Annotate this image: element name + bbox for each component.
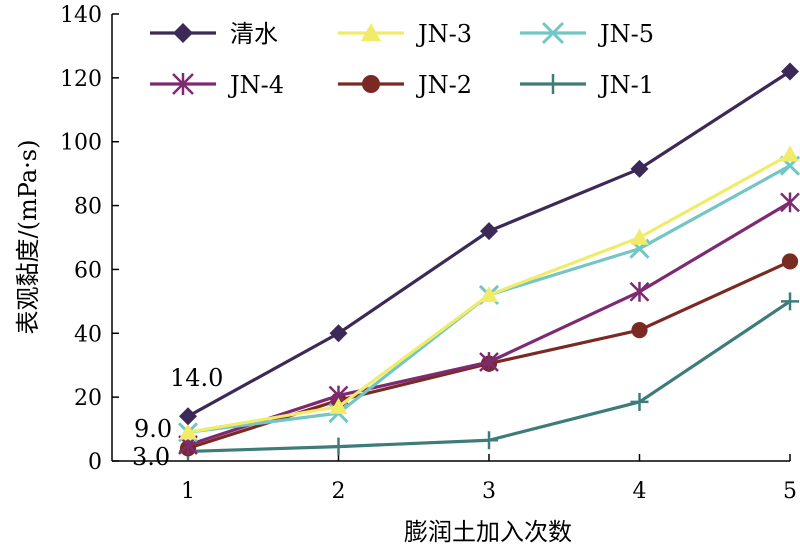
circle-marker — [631, 321, 648, 339]
series-layer — [177, 62, 800, 461]
triangle-marker — [361, 23, 381, 41]
x-tick-label: 2 — [332, 479, 346, 504]
series-清水 — [179, 62, 799, 426]
diamond-marker — [179, 407, 197, 426]
x-marker-stroke — [541, 21, 565, 45]
legend-label: JN-4 — [227, 71, 284, 99]
triangle-marker — [179, 423, 197, 440]
triangle-marker — [329, 397, 348, 414]
star-marker — [629, 281, 650, 302]
y-tick-label: 100 — [60, 131, 102, 156]
triangle-marker — [781, 145, 799, 162]
legend-label: JN-1 — [597, 71, 654, 99]
plus-marker — [543, 74, 563, 94]
plus-marker — [480, 431, 498, 450]
x-tick-label: 3 — [482, 479, 496, 504]
star-marker — [780, 192, 800, 213]
plus-marker — [781, 292, 799, 311]
diamond-marker — [630, 159, 649, 178]
diamond-marker — [329, 324, 348, 343]
legend-item: JN-3 — [338, 20, 472, 48]
plus-marker — [329, 437, 348, 456]
legend-item: 清水 — [150, 20, 278, 48]
plot-frame — [111, 14, 790, 462]
x-marker — [541, 21, 565, 45]
legend-label: JN-5 — [597, 20, 654, 48]
legend-item: JN-2 — [338, 71, 472, 99]
triangle-marker — [480, 285, 498, 303]
legend-item: JN-1 — [520, 71, 654, 99]
legend-item: JN-4 — [150, 71, 284, 99]
diamond-marker — [480, 222, 498, 241]
circle-marker — [362, 75, 380, 93]
triangle-marker — [630, 228, 649, 245]
series-JN-3 — [179, 145, 799, 440]
legend-label: JN-2 — [415, 71, 472, 99]
y-axis-ticks: 0 20 40 60 80 100 120 140 — [60, 3, 119, 475]
plus-marker — [630, 392, 649, 411]
legend: 清水 JN-3 JN-5 JN-4 JN-2 JN-1 — [150, 20, 654, 99]
x-tick-label: 4 — [633, 479, 647, 504]
x-tick-label: 1 — [181, 479, 195, 504]
x-tick-label: 5 — [783, 479, 797, 504]
legend-label: JN-3 — [415, 20, 472, 48]
x-axis-ticks: 1 2 3 4 5 — [181, 454, 797, 504]
star-marker — [172, 73, 194, 95]
data-annotation: 9.0 — [134, 415, 172, 443]
y-tick-label: 140 — [60, 3, 102, 28]
star-marker — [479, 352, 499, 372]
y-tick-label: 40 — [74, 322, 102, 347]
circle-marker — [781, 253, 799, 270]
legend-label: 清水 — [230, 20, 278, 48]
diamond-marker — [781, 62, 799, 81]
diamond-marker — [173, 23, 193, 43]
y-tick-label: 0 — [88, 450, 102, 475]
y-tick-label: 80 — [74, 195, 102, 220]
series-JN-1 — [179, 292, 799, 461]
y-tick-label: 120 — [60, 67, 102, 92]
annotations: 14.0 9.03.0 — [132, 364, 223, 471]
data-annotation: 3.0 — [132, 443, 170, 471]
x-axis-title: 膨润土加入次数 — [404, 518, 572, 546]
y-tick-label: 20 — [74, 386, 102, 411]
y-tick-label: 60 — [74, 258, 102, 283]
series-line — [187, 300, 791, 454]
legend-item: JN-5 — [520, 20, 654, 48]
data-annotation: 14.0 — [170, 364, 223, 392]
y-axis-title: 表观黏度/(mPa·s) — [14, 140, 42, 335]
